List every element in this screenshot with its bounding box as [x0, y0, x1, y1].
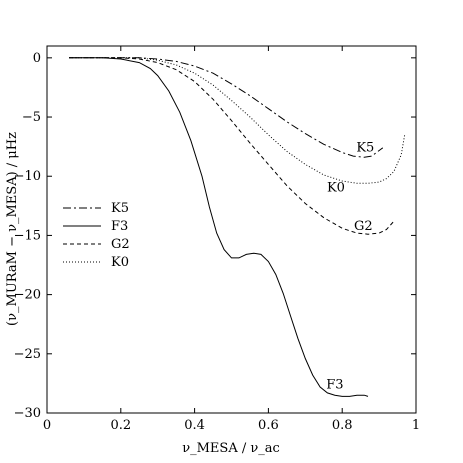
series-line-k5 [69, 57, 384, 158]
x-tick-label: 0.6 [258, 418, 279, 433]
x-tick-label: 0.2 [110, 418, 131, 433]
series-end-label-k5: K5 [356, 140, 374, 155]
x-tick-label: 0 [43, 418, 51, 433]
legend: K5 F3 G2 K0 [63, 201, 130, 270]
y-tick-label: −25 [14, 347, 41, 362]
series-end-label-k0: K0 [327, 180, 345, 195]
y-tick-label: −10 [14, 169, 41, 184]
legend-label-f3: F3 [111, 219, 128, 234]
series-end-label-f3: F3 [326, 377, 343, 392]
series-end-label-g2: G2 [354, 219, 373, 234]
legend-label-k5: K5 [111, 201, 129, 216]
y-tick-label: −30 [14, 406, 41, 421]
y-tick-label: 0 [33, 51, 41, 66]
y-tick-label: −15 [14, 228, 41, 243]
y-tick-label: −20 [14, 288, 41, 303]
x-tick-label: 1 [412, 418, 420, 433]
x-axis-label: ν_MESA / ν_ac [182, 441, 280, 456]
series-layer: K5 F3 G2 K0 [69, 57, 406, 397]
legend-label-g2: G2 [111, 237, 130, 252]
series-line-k0 [69, 57, 406, 184]
y-axis-label: (ν_MURaM − ν_MESA) / μHz [5, 132, 20, 326]
legend-label-k0: K0 [111, 255, 129, 270]
x-tick-label: 0.4 [184, 418, 205, 433]
plot-frame [46, 45, 417, 414]
y-tick-label: −5 [22, 110, 41, 125]
series-line-f3 [69, 57, 369, 397]
x-tick-label: 0.8 [332, 418, 353, 433]
ticks-layer: 0 0.2 0.4 0.6 0.8 1 0 −5 −10 −15 −20 −25 −30 [14, 46, 420, 433]
